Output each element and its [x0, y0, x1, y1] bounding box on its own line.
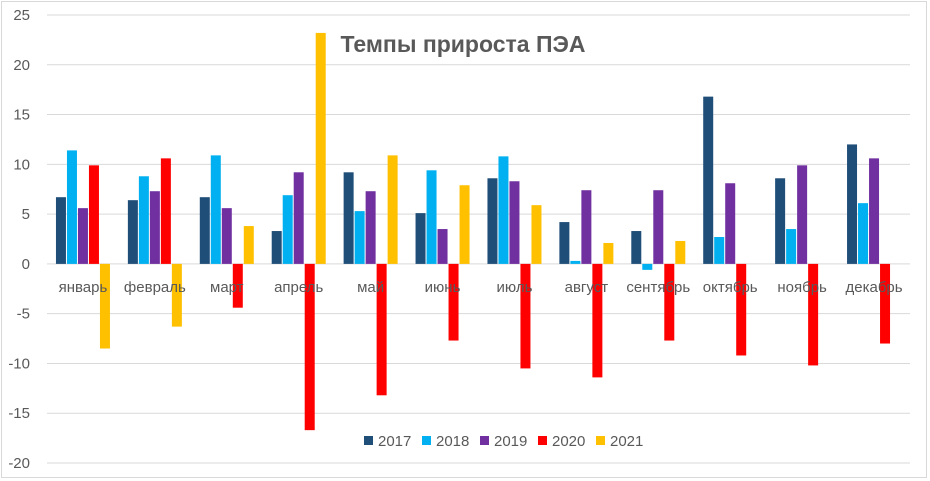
bar-2017-9: [703, 96, 714, 264]
bar-2018-4: [354, 211, 365, 264]
bar-2019-8: [653, 190, 664, 264]
x-tick-label: декабрь: [846, 279, 903, 296]
bar-2017-2: [199, 197, 210, 264]
y-tick-label: -20: [8, 455, 30, 472]
bar-2018-3: [282, 195, 293, 264]
legend-label-2018: 2018: [436, 433, 469, 450]
legend-swatch-2017: [364, 436, 373, 445]
bar-2020-5: [448, 263, 459, 341]
bar-2021-8: [675, 240, 686, 264]
bar-2018-0: [66, 150, 77, 264]
x-tick-label: апрель: [274, 279, 323, 296]
bar-2019-3: [293, 172, 304, 264]
bar-2020-2: [232, 263, 243, 308]
y-tick-label: 5: [22, 206, 30, 223]
legend-label-2021: 2021: [610, 433, 643, 450]
x-tick-label: январь: [59, 279, 108, 296]
x-tick-label: май: [357, 279, 384, 296]
bar-2018-5: [426, 170, 437, 264]
bar-2018-7: [570, 260, 581, 264]
bar-2019-4: [365, 191, 376, 264]
bar-2021-5: [459, 185, 470, 264]
bar-2018-8: [642, 263, 653, 270]
y-tick-label: 10: [13, 156, 30, 173]
bar-2019-10: [797, 165, 808, 264]
y-tick-label: -15: [8, 405, 30, 422]
bar-2017-4: [343, 172, 354, 264]
bar-2019-7: [581, 190, 592, 264]
bar-2019-11: [869, 158, 880, 264]
bar-2021-7: [603, 242, 614, 264]
x-tick-label: март: [210, 279, 244, 296]
bar-2017-11: [847, 144, 858, 264]
y-tick-label: -5: [17, 306, 30, 323]
legend-swatch-2020: [538, 436, 547, 445]
bar-2018-2: [210, 155, 221, 264]
bar-2020-4: [376, 263, 387, 396]
bar-2019-9: [725, 183, 736, 264]
bar-2020-6: [520, 263, 531, 369]
bar-2017-10: [775, 178, 786, 264]
bar-2020-3: [304, 263, 315, 431]
bar-2019-5: [437, 229, 448, 264]
bar-2018-1: [138, 176, 149, 264]
legend-label-2017: 2017: [378, 433, 411, 450]
bar-2018-6: [498, 156, 509, 264]
y-tick-label: 25: [13, 7, 30, 24]
bar-2017-8: [631, 231, 642, 264]
x-tick-label: сентябрь: [626, 279, 690, 296]
legend-swatch-2019: [480, 436, 489, 445]
bar-2021-3: [315, 32, 326, 264]
bar-2019-0: [77, 208, 88, 264]
legend-swatch-2018: [422, 436, 431, 445]
bar-2020-0: [88, 165, 99, 264]
bar-2021-6: [531, 205, 542, 264]
bar-2020-11: [880, 263, 891, 344]
bar-2018-11: [858, 203, 869, 264]
bar-2020-1: [160, 158, 171, 264]
y-tick-label: 15: [13, 107, 30, 124]
bar-2017-3: [271, 231, 282, 264]
bar-2018-10: [786, 229, 797, 264]
y-tick-label: -10: [8, 355, 30, 372]
bar-2021-2: [243, 226, 254, 264]
bar-2020-8: [664, 263, 675, 341]
y-tick-label: 20: [13, 57, 30, 74]
x-tick-label: август: [565, 279, 609, 296]
bar-2021-1: [171, 263, 182, 327]
bar-2019-1: [149, 191, 160, 264]
x-tick-label: июль: [497, 279, 533, 296]
x-tick-label: ноябрь: [777, 279, 827, 296]
legend-label-2019: 2019: [494, 433, 527, 450]
bar-2019-2: [221, 208, 232, 264]
bar-2020-9: [736, 263, 747, 356]
legend-swatch-2021: [596, 436, 605, 445]
bar-2017-0: [55, 197, 66, 264]
bar-2017-6: [487, 178, 498, 264]
x-tick-label: октябрь: [703, 279, 758, 296]
bar-2019-6: [509, 181, 520, 264]
y-tick-label: 0: [22, 256, 30, 273]
bar-2017-1: [127, 200, 138, 264]
bar-2020-7: [592, 263, 603, 378]
x-tick-label: июнь: [425, 279, 461, 296]
bar-2018-9: [714, 237, 725, 264]
chart-title: Темпы прироста ПЭА: [341, 31, 586, 57]
bar-2017-7: [559, 222, 570, 264]
legend-label-2020: 2020: [552, 433, 585, 450]
x-tick-label: февраль: [124, 279, 186, 296]
bar-2020-10: [808, 263, 819, 366]
bar-2021-0: [99, 263, 110, 349]
bar-2017-5: [415, 213, 426, 264]
bar-2021-4: [387, 155, 398, 264]
